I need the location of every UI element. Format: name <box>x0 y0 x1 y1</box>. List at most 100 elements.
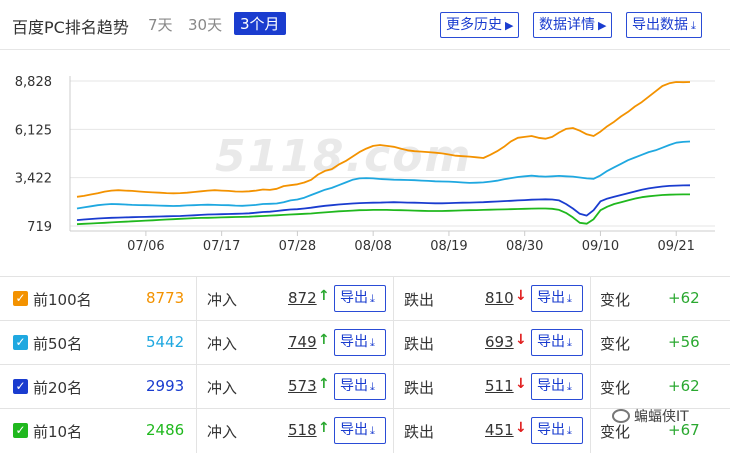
in-value-link[interactable]: 518 <box>288 421 317 439</box>
table-row: ✓ 前50名 5442 冲入 749 ↑ 导出 ⤓ 跌出 693 ↓ 导出 ⤓ 变化… <box>0 320 730 365</box>
row-label: 前50名 <box>33 335 83 353</box>
row-label: 前20名 <box>33 379 83 397</box>
export-in-button[interactable]: 导出 ⤓ <box>334 285 386 312</box>
download-icon: ⤓ <box>567 424 572 437</box>
data-details-button[interactable]: 数据详情 ▶ <box>533 12 613 38</box>
range-tab-3m[interactable]: 3个月 <box>234 12 286 35</box>
divider <box>590 277 591 321</box>
out-value-link[interactable]: 810 <box>485 289 514 307</box>
range-tab-7d[interactable]: 7天 <box>148 16 173 34</box>
x-tick-label: 09/21 <box>657 239 694 254</box>
range-tab-30d[interactable]: 30天 <box>188 16 223 34</box>
download-icon: ⤓ <box>567 380 572 393</box>
divider <box>196 365 197 409</box>
x-tick-label: 07/17 <box>203 239 240 254</box>
in-label: 冲入 <box>207 423 238 441</box>
checkbox-top10[interactable]: ✓ <box>13 423 28 438</box>
series-line-前10名 <box>76 193 690 226</box>
arrow-up-icon: ↑ <box>318 376 330 392</box>
export-data-button[interactable]: 导出数据 ⤓ <box>626 12 702 38</box>
export-in-button[interactable]: 导出 ⤓ <box>334 329 386 356</box>
export-data-label: 导出数据 <box>632 17 688 33</box>
row-label: 前10名 <box>33 423 83 441</box>
row-value: 8773 <box>146 289 185 307</box>
in-value-link[interactable]: 872 <box>288 289 317 307</box>
divider <box>196 277 197 321</box>
checkbox-top20[interactable]: ✓ <box>13 379 28 394</box>
more-history-button[interactable]: 更多历史 ▶ <box>440 12 520 38</box>
change-label: 变化 <box>600 423 631 441</box>
trend-chart: 5118.com 719 3,422 6,125 8,828 07/06 07/17 07/… <box>0 51 730 276</box>
export-out-button[interactable]: 导出 ⤓ <box>531 373 583 400</box>
wechat-watermark: 蝙蝠侠IT <box>612 406 689 426</box>
more-history-label: 更多历史 <box>446 17 502 33</box>
change-label: 变化 <box>600 335 631 353</box>
export-label: 导出 <box>537 290 565 306</box>
x-tick-label: 09/10 <box>582 239 619 254</box>
download-icon: ⤓ <box>370 380 375 393</box>
change-value: +62 <box>668 289 700 307</box>
in-value-link[interactable]: 749 <box>288 333 317 351</box>
divider <box>590 409 591 453</box>
wechat-watermark-text: 蝙蝠侠IT <box>634 409 689 425</box>
x-tick-label: 07/06 <box>127 239 164 254</box>
export-out-button[interactable]: 导出 ⤓ <box>531 285 583 312</box>
change-value: +67 <box>668 421 700 439</box>
wechat-icon <box>612 409 630 423</box>
export-in-button[interactable]: 导出 ⤓ <box>334 373 386 400</box>
download-icon: ⤓ <box>370 424 375 437</box>
divider <box>393 321 394 365</box>
download-icon: ⤓ <box>567 336 572 349</box>
in-value-link[interactable]: 573 <box>288 377 317 395</box>
series-line-前20名 <box>76 184 691 221</box>
arrow-up-icon: ↑ <box>318 420 330 436</box>
data-details-label: 数据详情 <box>539 17 595 33</box>
export-label: 导出 <box>340 422 368 438</box>
out-label: 跌出 <box>404 291 435 309</box>
divider <box>393 409 394 453</box>
chart-header: 百度PC排名趋势 7天 30天 3个月 更多历史 ▶ 数据详情 ▶ 导出数据 ⤓ <box>0 0 730 50</box>
chevron-right-icon: ▶ <box>598 19 607 32</box>
checkbox-top50[interactable]: ✓ <box>13 335 28 350</box>
change-value: +56 <box>668 333 700 351</box>
download-icon: ⤓ <box>567 292 572 305</box>
table-row: ✓ 前10名 2486 冲入 518 ↑ 导出 ⤓ 跌出 451 ↓ 导出 ⤓ 变化… <box>0 408 730 453</box>
download-icon: ⤓ <box>370 336 375 349</box>
divider <box>393 277 394 321</box>
export-label: 导出 <box>340 290 368 306</box>
change-value: +62 <box>668 377 700 395</box>
arrow-down-icon: ↓ <box>515 288 527 304</box>
arrow-down-icon: ↓ <box>515 420 527 436</box>
out-label: 跌出 <box>404 423 435 441</box>
in-label: 冲入 <box>207 291 238 309</box>
row-value: 2486 <box>146 421 185 439</box>
out-value-link[interactable]: 451 <box>485 421 514 439</box>
x-tick-label: 08/08 <box>354 239 391 254</box>
out-label: 跌出 <box>404 379 435 397</box>
series-line-前100名 <box>76 81 691 198</box>
divider <box>393 365 394 409</box>
export-out-button[interactable]: 导出 ⤓ <box>531 329 583 356</box>
out-value-link[interactable]: 693 <box>485 333 514 351</box>
export-out-button[interactable]: 导出 ⤓ <box>531 417 583 444</box>
change-label: 变化 <box>600 291 631 309</box>
export-label: 导出 <box>340 334 368 350</box>
arrow-up-icon: ↑ <box>318 288 330 304</box>
y-tick-label: 719 <box>27 220 52 235</box>
row-value: 2993 <box>146 377 185 395</box>
trend-chart-svg: 719 3,422 6,125 8,828 07/06 07/17 07/28 08/08 08… <box>15 75 715 254</box>
arrow-up-icon: ↑ <box>318 332 330 348</box>
out-label: 跌出 <box>404 335 435 353</box>
table-row: ✓ 前100名 8773 冲入 872 ↑ 导出 ⤓ 跌出 810 ↓ 导出 ⤓ 变… <box>0 276 730 321</box>
in-label: 冲入 <box>207 335 238 353</box>
export-in-button[interactable]: 导出 ⤓ <box>334 417 386 444</box>
arrow-down-icon: ↓ <box>515 332 527 348</box>
table-row: ✓ 前20名 2993 冲入 573 ↑ 导出 ⤓ 跌出 511 ↓ 导出 ⤓ 变化… <box>0 364 730 409</box>
arrow-down-icon: ↓ <box>515 376 527 392</box>
checkbox-top100[interactable]: ✓ <box>13 291 28 306</box>
chevron-right-icon: ▶ <box>505 19 514 32</box>
export-label: 导出 <box>340 378 368 394</box>
divider <box>590 321 591 365</box>
out-value-link[interactable]: 511 <box>485 377 514 395</box>
series-line-前50名 <box>76 140 691 210</box>
